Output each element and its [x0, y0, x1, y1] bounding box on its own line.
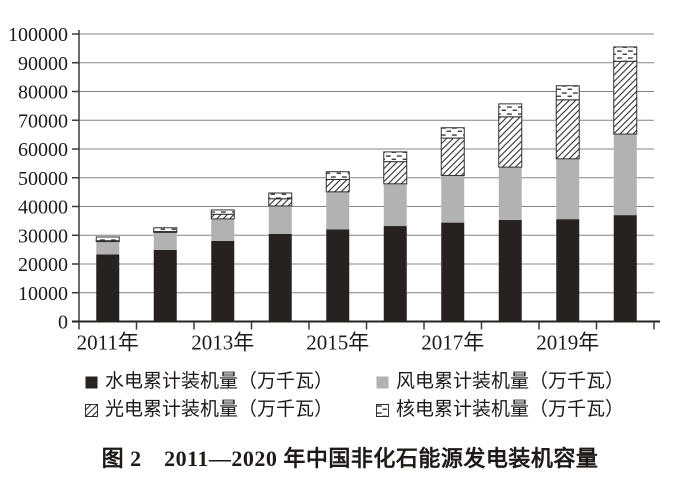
bar-segment-nuclear-2013年 [210, 209, 235, 215]
bar-segment-wind-2011年 [96, 241, 120, 255]
bar-segment-solar-2020年 [613, 60, 638, 135]
legend-item-wind: 风电累计装机量（万千瓦） [376, 371, 624, 393]
legend-label-nuclear: 核电累计装机量（万千瓦） [396, 399, 625, 420]
bar-segment-wind-2019年 [556, 158, 580, 220]
legend-label-solar: 光电累计装机量（万千瓦） [105, 399, 334, 420]
y-tick-label: 0 [58, 312, 68, 334]
bar-segment-nuclear-2018年 [498, 103, 523, 118]
bar-segment-nuclear-2016年 [383, 151, 408, 163]
bar-segment-hydro-2013年 [211, 241, 235, 322]
legend-swatch-hydro-icon [85, 376, 98, 388]
legend-item-nuclear: 核电累计装机量（万千瓦） [376, 399, 624, 421]
bar-segment-hydro-2020年 [613, 215, 637, 322]
bar-segment-wind-2014年 [268, 205, 292, 234]
bar-segment-nuclear-2012年 [153, 227, 178, 233]
bar-segment-hydro-2011年 [96, 254, 120, 322]
y-tick-label: 50000 [18, 168, 68, 190]
y-tick-label: 70000 [18, 110, 68, 132]
bar-segment-hydro-2016年 [383, 226, 407, 322]
plot-bars [95, 46, 638, 322]
legend-swatch-wind-icon [376, 376, 389, 388]
bar-segment-hydro-2019年 [556, 219, 580, 322]
x-tick-label: 2015年 [306, 331, 369, 355]
bar-segment-solar-2015年 [325, 178, 350, 193]
bar-segment-hydro-2012年 [153, 249, 177, 322]
bar-segment-hydro-2014年 [268, 233, 292, 322]
bar-segment-solar-2018年 [498, 116, 523, 168]
y-tick-label: 80000 [18, 82, 68, 104]
bar-segment-solar-2019年 [555, 99, 580, 160]
bar-segment-nuclear-2015年 [325, 171, 350, 180]
bar-segment-wind-2020年 [613, 134, 637, 216]
bar-segment-solar-2016年 [383, 161, 408, 185]
bar-segment-solar-2013年 [210, 213, 235, 220]
legend-swatch-solar-icon [85, 403, 98, 417]
y-tick-label: 100000 [8, 24, 68, 46]
legend-item-hydro: 水电累计装机量（万千瓦） [85, 371, 333, 393]
bar-segment-wind-2016年 [383, 183, 407, 227]
bar-segment-nuclear-2011年 [95, 236, 120, 242]
bar-segment-hydro-2017年 [441, 222, 465, 322]
x-tick-label: 2013年 [191, 331, 254, 355]
bar-segment-wind-2015年 [326, 191, 350, 230]
bar-segment-nuclear-2020年 [613, 46, 638, 62]
bar-segment-nuclear-2014年 [268, 192, 293, 200]
bar-segment-solar-2014年 [268, 198, 293, 207]
y-tick-label: 40000 [18, 197, 68, 219]
bar-segment-wind-2012年 [153, 232, 177, 250]
bar-segment-wind-2018年 [498, 167, 522, 221]
y-tick-label: 90000 [18, 53, 68, 75]
legend-item-solar: 光电累计装机量（万千瓦） [85, 399, 333, 421]
y-tick-label: 30000 [18, 225, 68, 247]
bar-segment-nuclear-2019年 [555, 85, 580, 101]
legend-swatch-nuclear-icon [376, 403, 389, 417]
bar-segment-nuclear-2017年 [440, 127, 465, 139]
bar-segment-wind-2013年 [211, 218, 235, 241]
figure-caption: 图 2 2011—2020 年中国非化石能源发电装机容量 [101, 446, 599, 471]
y-tick-label: 20000 [18, 254, 68, 276]
bar-segment-hydro-2018年 [498, 220, 522, 322]
bar-segment-solar-2017年 [440, 137, 465, 176]
legend-label-wind: 风电累计装机量（万千瓦） [396, 371, 625, 392]
x-tick-label: 2011年 [77, 331, 139, 355]
plot-axes [72, 30, 660, 330]
y-tick-label: 10000 [18, 283, 68, 305]
x-tick-label: 2019年 [536, 331, 599, 355]
plot-tick-labels: 0 10000 20000 30000 40000 50000 60000 70000 8000… [8, 24, 599, 355]
stacked-bar-chart: 0 10000 20000 30000 40000 50000 60000 70000 8000… [8, 24, 660, 355]
x-tick-label: 2017年 [421, 331, 484, 355]
y-tick-label: 60000 [18, 139, 68, 161]
bar-segment-wind-2017年 [441, 175, 465, 223]
legend-label-hydro: 水电累计装机量（万千瓦） [105, 371, 334, 392]
bar-segment-hydro-2015年 [326, 229, 350, 322]
